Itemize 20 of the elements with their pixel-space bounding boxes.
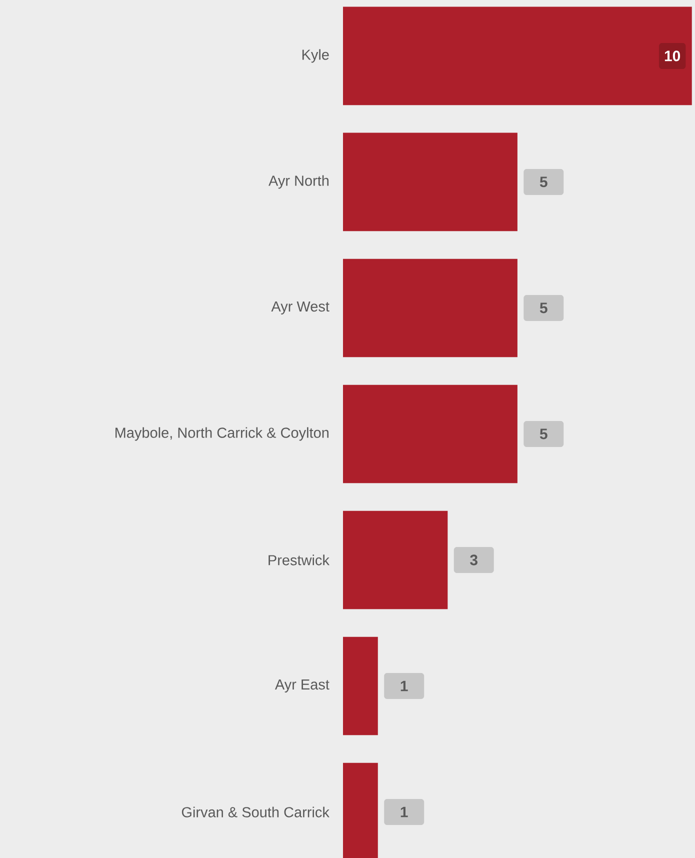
data-label: 5 (540, 428, 548, 440)
data-label: 3 (470, 554, 478, 566)
bar (343, 636, 378, 736)
data-label: 10 (664, 50, 680, 62)
data-label: 5 (540, 302, 548, 314)
bar (343, 6, 692, 106)
bar (343, 510, 448, 610)
y-tick-label: Kyle (302, 49, 329, 63)
y-tick-label: Ayr East (274, 680, 330, 692)
bar (343, 384, 518, 484)
y-tick-label: Maybole, North Carrick & Coylton (116, 427, 328, 441)
bar (343, 258, 518, 358)
y-tick-label: Ayr North (268, 175, 329, 189)
data-label: 1 (400, 806, 408, 818)
bar (343, 132, 518, 232)
y-tick-label: Girvan & South Carrick (182, 806, 330, 818)
data-label: 1 (400, 680, 408, 692)
y-tick-label: Prestwick (268, 554, 330, 566)
y-tick-label: Ayr West (271, 301, 330, 314)
data-label: 5 (540, 176, 548, 188)
